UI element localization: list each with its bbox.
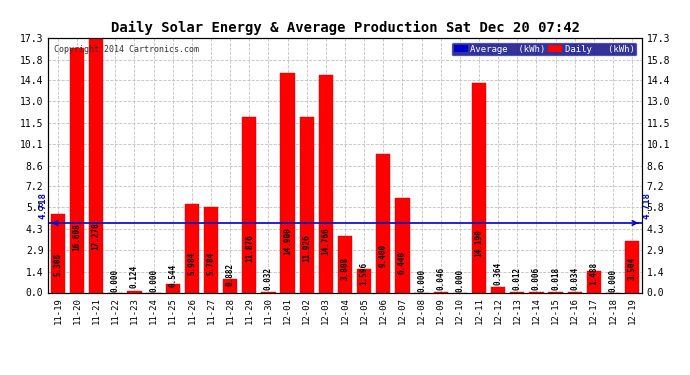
Text: 0.012: 0.012 (513, 267, 522, 290)
Text: 0.544: 0.544 (168, 264, 177, 287)
Text: Copyright 2014 Cartronics.com: Copyright 2014 Cartronics.com (55, 45, 199, 54)
Text: 14.766: 14.766 (322, 228, 331, 255)
Bar (204, 207, 218, 292)
Bar (357, 269, 371, 292)
Bar (127, 291, 141, 292)
Text: 14.900: 14.900 (283, 227, 292, 255)
Bar (223, 279, 237, 292)
Text: 5.984: 5.984 (188, 252, 197, 275)
Text: 11.926: 11.926 (302, 234, 311, 262)
Text: 9.400: 9.400 (379, 244, 388, 267)
Text: 0.000: 0.000 (417, 268, 426, 292)
Text: 0.000: 0.000 (455, 268, 464, 292)
Text: 1.596: 1.596 (359, 261, 368, 285)
Bar (166, 285, 180, 292)
Text: 5.784: 5.784 (206, 252, 215, 275)
Bar (50, 214, 65, 292)
Bar (586, 271, 601, 292)
Bar (299, 117, 314, 292)
Bar (338, 236, 352, 292)
Text: 0.124: 0.124 (130, 266, 139, 288)
Text: 0.032: 0.032 (264, 267, 273, 290)
Text: 14.190: 14.190 (475, 229, 484, 257)
Text: 0.364: 0.364 (493, 262, 502, 285)
Bar (472, 83, 486, 292)
Text: 0.034: 0.034 (570, 267, 579, 290)
Text: 4.718: 4.718 (642, 192, 651, 219)
Text: 17.278: 17.278 (92, 222, 101, 250)
Bar (242, 117, 257, 292)
Text: 3.504: 3.504 (628, 257, 637, 280)
Text: 3.808: 3.808 (340, 256, 350, 280)
Text: 0.046: 0.046 (436, 267, 445, 290)
Bar (625, 241, 640, 292)
Text: 6.440: 6.440 (398, 251, 407, 274)
Text: 0.882: 0.882 (226, 263, 235, 286)
Text: 0.000: 0.000 (149, 268, 158, 292)
Bar (185, 204, 199, 292)
Bar (70, 48, 84, 292)
Text: 0.006: 0.006 (532, 267, 541, 290)
Text: 0.018: 0.018 (551, 267, 560, 290)
Title: Daily Solar Energy & Average Production Sat Dec 20 07:42: Daily Solar Energy & Average Production … (110, 21, 580, 35)
Text: 4.718: 4.718 (39, 192, 48, 219)
Text: 0.000: 0.000 (111, 268, 120, 292)
Bar (89, 38, 104, 292)
Bar (280, 73, 295, 292)
Legend: Average  (kWh), Daily   (kWh): Average (kWh), Daily (kWh) (451, 42, 637, 56)
Bar (395, 198, 410, 292)
Text: 5.306: 5.306 (53, 253, 62, 276)
Text: 1.488: 1.488 (589, 262, 598, 285)
Bar (491, 287, 505, 292)
Text: 11.876: 11.876 (245, 234, 254, 262)
Text: 0.000: 0.000 (609, 268, 618, 292)
Bar (319, 75, 333, 292)
Text: 16.608: 16.608 (72, 224, 81, 251)
Bar (376, 154, 391, 292)
